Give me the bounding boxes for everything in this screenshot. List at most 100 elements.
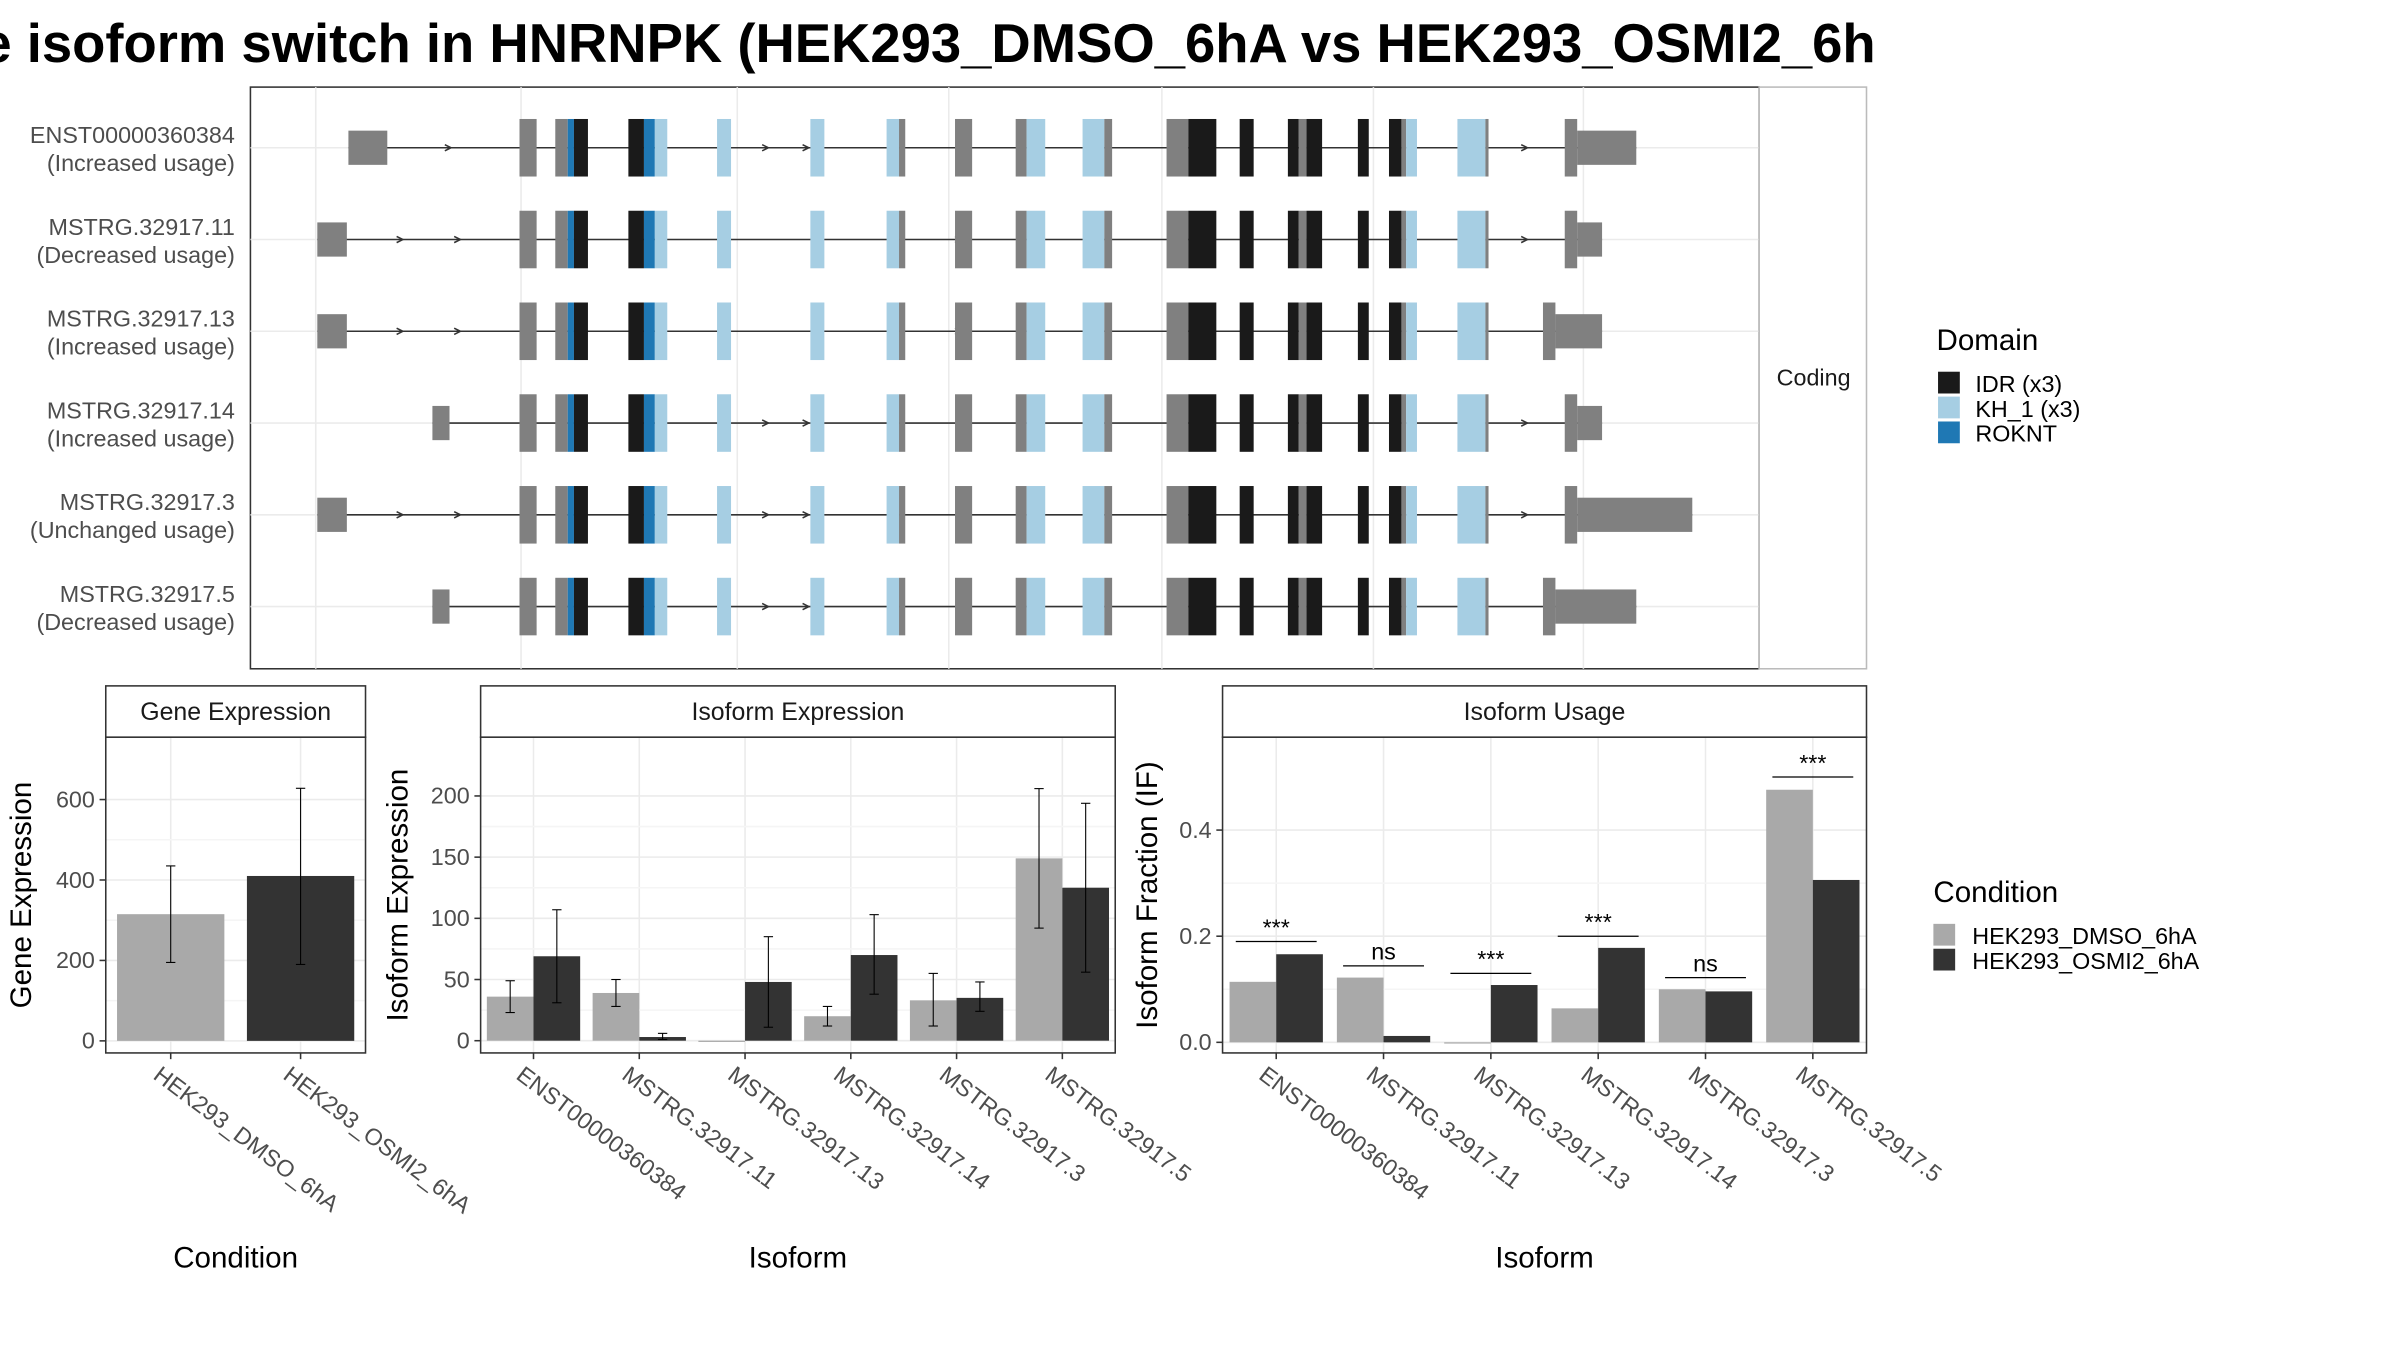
significance-label: ns xyxy=(1693,950,1718,976)
coding-exon xyxy=(1401,118,1407,177)
utr-exon xyxy=(1577,222,1603,257)
idr-domain xyxy=(1188,210,1217,269)
isoform-expression-panel: Isoform Expression 0 50 100 150 200 ENST000003… xyxy=(382,685,1196,1275)
idr-domain xyxy=(1388,486,1402,544)
x-tick-label: ENST00000360384 xyxy=(512,1061,691,1205)
kh1-domain xyxy=(886,577,900,636)
isoform-label-name: MSTRG.32917.5 xyxy=(60,581,235,607)
kh1-domain xyxy=(1406,577,1417,636)
panel-strip-title: Isoform Expression xyxy=(691,698,904,726)
error-bar xyxy=(657,1032,668,1041)
roknt-domain xyxy=(643,577,655,636)
transcript-row xyxy=(317,302,1603,361)
coding-exon xyxy=(519,118,537,177)
y-tick-label: 0.0 xyxy=(1179,1029,1211,1055)
coding-exon xyxy=(955,210,973,269)
significance-label: *** xyxy=(1477,946,1504,972)
kh1-domain xyxy=(717,486,732,544)
kh1-domain xyxy=(810,302,825,361)
coding-exon xyxy=(1015,486,1027,544)
bar xyxy=(1766,789,1813,1043)
idr-domain xyxy=(1357,118,1369,177)
domain-legend-label: KH_1 (x3) xyxy=(1975,396,2080,422)
isoform-structure-panel: Coding ENST00000360384(Increased usage)M… xyxy=(30,86,1868,670)
error-bar xyxy=(1034,788,1044,929)
isoform-label-usage: (Increased usage) xyxy=(47,425,235,451)
kh1-domain xyxy=(886,394,900,452)
isoform-label-name: MSTRG.32917.13 xyxy=(47,306,235,332)
idr-domain xyxy=(1306,302,1323,361)
figure-title: e isoform switch in HNRNPK (HEK293_DMSO_… xyxy=(0,13,1876,74)
panel-frame xyxy=(479,736,1117,1054)
coding-exon xyxy=(1104,118,1113,177)
idr-domain xyxy=(628,486,644,544)
kh1-domain xyxy=(1406,486,1417,544)
idr-domain xyxy=(1239,486,1254,544)
roknt-domain xyxy=(643,394,655,452)
strand-arrow xyxy=(802,419,811,427)
idr-domain xyxy=(1188,394,1217,452)
isoform-labels: ENST00000360384(Increased usage)MSTRG.32… xyxy=(30,122,235,635)
coding-exon xyxy=(899,394,906,452)
condition-legend: Condition HEK293_DMSO_6hAHEK293_OSMI2_6h… xyxy=(1933,876,2200,974)
panel-frame xyxy=(104,736,367,1054)
significance-label: *** xyxy=(1799,750,1826,776)
condition-legend-label: HEK293_OSMI2_6hA xyxy=(1972,948,2199,974)
strand-arrow xyxy=(802,143,811,152)
idr-domain xyxy=(1287,394,1299,452)
condition-legend-key xyxy=(1933,923,1956,946)
kh1-domain xyxy=(886,302,900,361)
coding-exon xyxy=(1485,302,1489,361)
strand-arrow xyxy=(761,143,771,152)
structure-rows xyxy=(317,118,1693,636)
isoform-label-usage: (Unchanged usage) xyxy=(30,517,235,543)
kh1-domain xyxy=(717,118,732,177)
coding-exon xyxy=(1104,486,1113,544)
coding-exon xyxy=(1166,210,1189,269)
bar xyxy=(1444,1042,1491,1044)
kh1-domain xyxy=(1082,118,1105,177)
domain-legend-label: IDR (x3) xyxy=(1975,371,2062,397)
y-tick-label: 400 xyxy=(56,867,95,893)
domain-legend-title: Domain xyxy=(1936,324,2038,357)
kh1-domain xyxy=(1457,577,1486,636)
bar xyxy=(1276,954,1323,1043)
idr-domain xyxy=(1306,210,1323,269)
coding-exon xyxy=(555,577,568,636)
y-tick-label: 0.2 xyxy=(1179,923,1211,949)
coding-strip xyxy=(1758,86,1868,670)
idr-domain xyxy=(1388,577,1402,636)
idr-domain xyxy=(1239,577,1254,636)
y-tick-label: 150 xyxy=(431,844,470,870)
strand-arrow xyxy=(761,419,771,427)
isoform-usage-panel: Isoform Usage0.00.20.4ENST00000360384MST… xyxy=(1131,685,1947,1275)
coding-exon xyxy=(1401,394,1407,452)
significance-label: *** xyxy=(1263,914,1290,940)
idr-domain xyxy=(628,394,644,452)
roknt-domain xyxy=(643,486,655,544)
error-bar xyxy=(611,978,621,1007)
coding-exon xyxy=(1401,577,1407,636)
idr-domain xyxy=(1188,577,1217,636)
coding-exon xyxy=(1298,486,1307,544)
idr-domain xyxy=(1388,210,1402,269)
panel-strip-title: Gene Expression xyxy=(140,698,331,726)
coding-exon xyxy=(1166,118,1189,177)
coding-exon xyxy=(519,486,537,544)
kh1-domain xyxy=(810,577,825,636)
strand-arrow xyxy=(802,510,811,519)
coding-exon xyxy=(1298,302,1307,361)
panel-background xyxy=(480,737,1116,1053)
idr-domain xyxy=(573,302,588,361)
coding-exon xyxy=(899,118,906,177)
idr-domain xyxy=(1287,486,1299,544)
kh1-domain xyxy=(1026,577,1046,636)
coding-exon xyxy=(519,302,537,361)
strand-arrow xyxy=(453,327,463,336)
utr-exon xyxy=(432,405,450,441)
panel-strip xyxy=(104,685,367,738)
error-bar xyxy=(505,980,515,1014)
structure-panel-frame xyxy=(249,86,1760,670)
kh1-domain xyxy=(1082,577,1105,636)
kh1-domain xyxy=(1082,302,1105,361)
